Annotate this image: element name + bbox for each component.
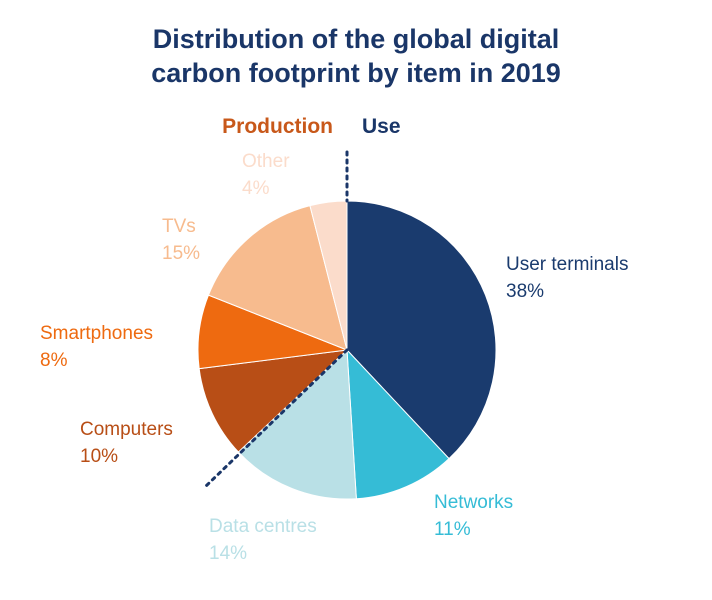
slice-label-name: User terminals (506, 254, 628, 275)
slice-label-name: Smartphones (40, 323, 153, 344)
pie-slice-computers (198, 349, 349, 453)
slice-label-name: Data centres (209, 516, 317, 537)
slice-label-value: 4% (242, 178, 270, 199)
slice-labels: User terminals 38% Networks 11% Data centres… (40, 151, 628, 564)
pie-slice-tvs (207, 205, 348, 351)
pie-slices (197, 200, 497, 500)
divider-line-bottom (204, 348, 349, 488)
slice-label-value: 15% (162, 243, 200, 264)
slice-label-value: 14% (209, 543, 247, 564)
slice-label-name: Computers (80, 419, 173, 440)
chart-title-line-2: carbon footprint by item in 2019 (151, 58, 561, 88)
chart-title: Distribution of the global digital carbo… (0, 22, 712, 90)
group-label-production: Production (222, 115, 333, 138)
slice-label-value: 38% (506, 281, 544, 302)
pie-slice-user-terminals (346, 200, 497, 460)
pie-slice-networks (346, 348, 450, 500)
slice-label-value: 8% (40, 350, 68, 371)
slice-label-value: 11% (434, 519, 471, 540)
slice-label-name: Other (242, 151, 290, 172)
group-label-use: Use (362, 115, 401, 138)
slice-label-name: TVs (162, 216, 196, 237)
pie-slice-data-centres (237, 348, 357, 500)
slice-label-value: 10% (80, 446, 118, 467)
slice-label-name: Networks (434, 492, 513, 513)
chart-title-line-1: Distribution of the global digital (152, 24, 560, 54)
